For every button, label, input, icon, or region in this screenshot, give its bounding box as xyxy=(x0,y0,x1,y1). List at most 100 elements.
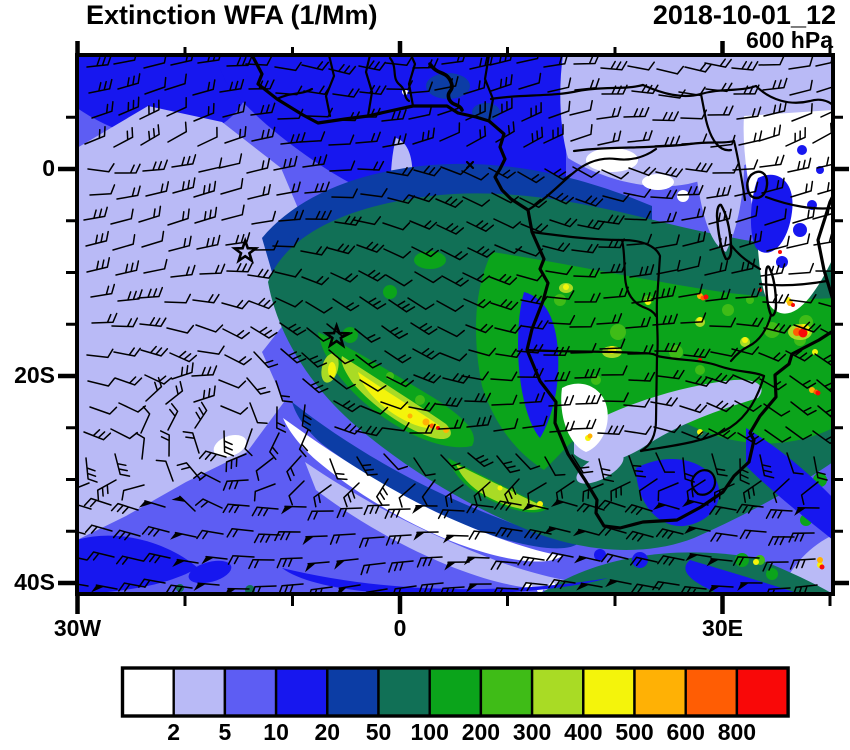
wind-barb xyxy=(114,376,143,386)
wind-barb xyxy=(139,99,160,120)
wind-barb xyxy=(820,110,833,118)
wind-barb xyxy=(490,560,518,571)
wind-barb xyxy=(333,400,361,413)
wind-barb xyxy=(734,181,759,197)
wind-barb xyxy=(602,392,629,403)
wind-barb xyxy=(252,240,279,251)
wind-barb xyxy=(441,275,469,287)
wind-barb xyxy=(191,365,218,377)
wind-barb xyxy=(547,77,572,93)
wind-barb xyxy=(627,130,653,143)
wind-barb xyxy=(83,206,108,221)
wind-barb xyxy=(490,371,518,382)
wind-barb xyxy=(89,406,118,415)
wind-barb xyxy=(141,525,170,537)
wind-barb xyxy=(493,418,519,432)
wind-barb xyxy=(731,60,759,71)
wind-barb xyxy=(601,365,628,376)
wind-barb xyxy=(817,405,833,420)
wind-barb xyxy=(544,456,566,477)
wind-barb xyxy=(627,344,654,355)
wind-barb xyxy=(793,321,822,333)
wind-barb-pennant xyxy=(281,506,293,515)
wind-barb xyxy=(280,132,306,145)
wind-barb xyxy=(251,126,276,142)
wind-barb xyxy=(461,371,489,381)
wind-barb xyxy=(524,528,552,540)
wind-barb xyxy=(763,403,791,417)
wind-barb xyxy=(307,510,334,521)
wind-barb xyxy=(165,380,184,405)
wind-barb xyxy=(224,354,252,366)
wind-barb xyxy=(517,171,545,184)
wind-barb xyxy=(624,210,652,221)
wind-barb xyxy=(624,425,652,435)
wind-barb xyxy=(356,456,378,476)
wind-barb xyxy=(328,134,355,146)
wind-barb xyxy=(764,429,792,443)
colorbar-cell xyxy=(172,666,227,718)
wind-barb xyxy=(278,209,305,222)
wind-barb xyxy=(221,299,250,310)
wind-barb xyxy=(388,299,416,313)
wind-barb xyxy=(762,293,790,304)
wind-barb xyxy=(307,561,330,565)
wind-barb xyxy=(556,499,578,507)
wind-barb xyxy=(468,530,496,541)
wind-barb xyxy=(658,502,680,510)
wind-barb xyxy=(408,402,436,412)
wind-barb xyxy=(708,427,736,440)
wind-barb xyxy=(466,125,487,147)
wind-barb xyxy=(164,293,192,304)
wind-barb xyxy=(496,455,521,474)
wind-barb xyxy=(742,480,762,504)
wind-barb xyxy=(116,185,141,200)
wind-barb xyxy=(410,322,438,335)
wind-barb xyxy=(623,188,651,198)
colorbar xyxy=(120,666,790,718)
wind-barb xyxy=(338,584,361,589)
wind-barb xyxy=(688,526,711,532)
wind-barb xyxy=(336,507,363,519)
wind-barb xyxy=(412,127,435,145)
wind-barb xyxy=(380,401,409,410)
wind-barb xyxy=(788,56,814,70)
wind-barb xyxy=(468,347,497,357)
wind-barb xyxy=(578,555,601,562)
wind-barb xyxy=(305,535,328,538)
wind-barb xyxy=(166,97,187,117)
wind-barb xyxy=(113,126,134,148)
wind-barb xyxy=(255,457,274,481)
wind-barb-pennant xyxy=(794,507,806,516)
wind-barb xyxy=(520,581,548,592)
wind-barb xyxy=(414,271,442,284)
wind-barb xyxy=(246,377,271,395)
wind-barb xyxy=(113,347,141,357)
wind-barb xyxy=(248,79,275,90)
wind-barb xyxy=(274,531,301,542)
wind-barb-pennant xyxy=(201,556,215,565)
wind-barb xyxy=(548,100,571,119)
colorbar-tick-label: 2 xyxy=(167,719,181,745)
wind-barb xyxy=(220,405,249,415)
wind-barb xyxy=(269,432,280,461)
wind-barb xyxy=(569,99,593,116)
wind-barb xyxy=(494,500,522,511)
wind-barb xyxy=(789,375,817,389)
wind-barb xyxy=(710,532,738,542)
wind-barb xyxy=(516,272,545,282)
wind-barb xyxy=(574,292,601,303)
wind-barb xyxy=(816,379,833,395)
wind-barb-pennant xyxy=(444,562,456,571)
wind-barb xyxy=(89,184,116,196)
wind-barb xyxy=(386,80,413,91)
wind-barb xyxy=(219,78,245,93)
wind-barb xyxy=(436,300,464,312)
wind-barb xyxy=(759,454,775,479)
wind-barb xyxy=(576,502,605,513)
wind-barb xyxy=(735,286,762,299)
wind-barb xyxy=(248,558,275,570)
wind-barb xyxy=(193,471,221,483)
wind-barb xyxy=(785,127,806,147)
colorbar-tick-label: 300 xyxy=(512,719,552,745)
